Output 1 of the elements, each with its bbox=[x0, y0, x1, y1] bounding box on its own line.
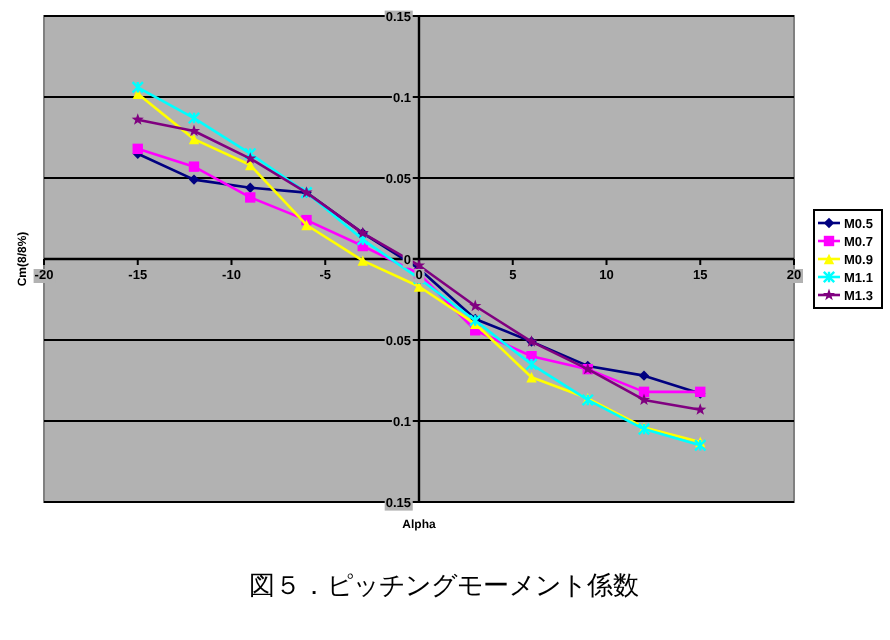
text: 図５．ピッチングモーメント係数 bbox=[249, 572, 639, 602]
